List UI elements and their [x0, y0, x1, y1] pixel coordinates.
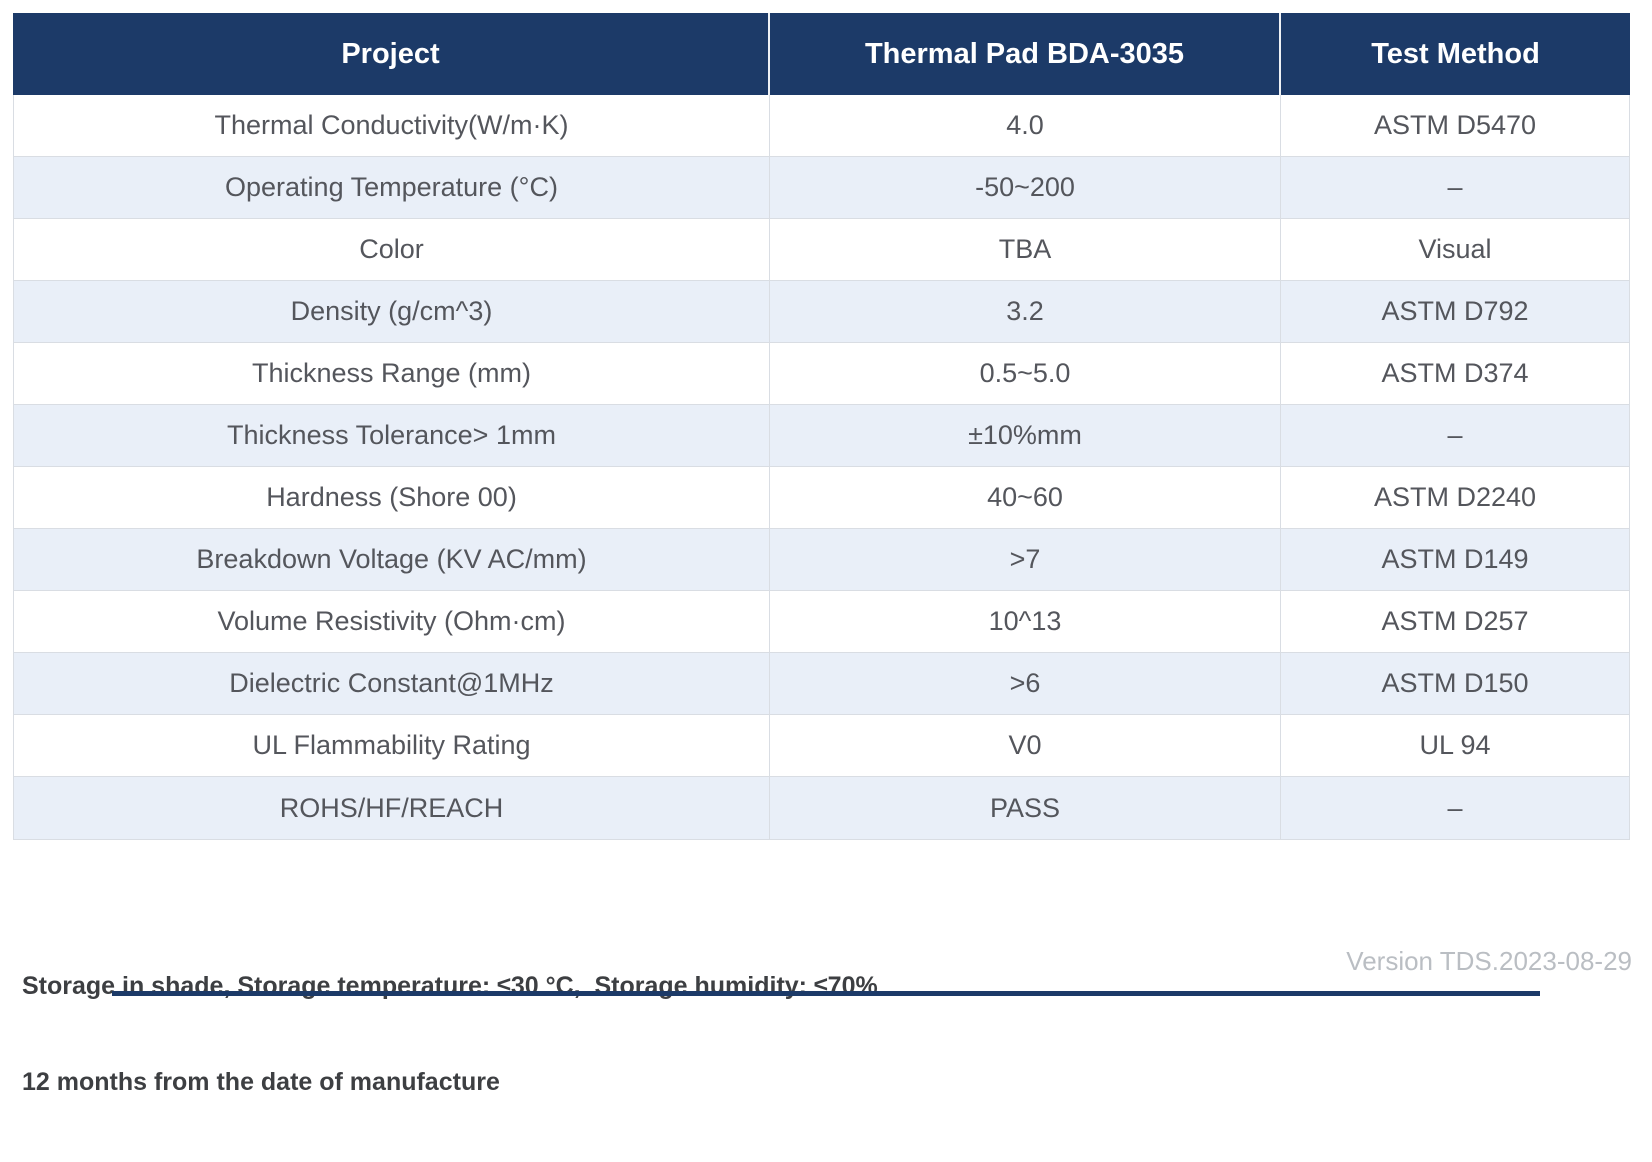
table-cell-project: Density (g/cm^3) [14, 281, 770, 342]
table-cell-value: ±10%mm [770, 405, 1281, 466]
table-cell-method: ASTM D2240 [1373, 482, 1537, 512]
table-cell-value: >6 [770, 653, 1281, 714]
table-cell-project: UL Flammability Rating [14, 715, 770, 776]
table-cell-project: Thickness Tolerance> 1mm [14, 405, 770, 466]
table-cell-method: ASTM D374 [1381, 358, 1529, 388]
table-cell-project: Volume Resistivity (Ohm·cm) [14, 591, 770, 652]
table-row: Color TBA Visual [14, 219, 1629, 281]
table-cell-method: ASTM D792 [1381, 296, 1529, 326]
storage-note-line1: Storage in shade, Storage temperature: ≤… [22, 972, 878, 1000]
table-cell-method: – [1447, 172, 1463, 202]
spec-table: Project Thermal Pad BDA-3035 Test Method… [13, 13, 1630, 840]
table-cell-method: ASTM D257 [1381, 606, 1529, 636]
storage-note: Storage in shade, Storage temperature: ≤… [22, 906, 878, 1162]
table-row: Thermal Conductivity(W/m·K) 4.0 ASTM D5470 [14, 95, 1629, 157]
table-cell-project: Dielectric Constant@1MHz [14, 653, 770, 714]
table-row: Breakdown Voltage (KV AC/mm) >7 ASTM D149 [14, 529, 1629, 591]
storage-note-line2: 12 months from the date of manufacture [22, 1068, 500, 1096]
column-header-project: Project [13, 13, 770, 95]
table-cell-project: Color [14, 219, 770, 280]
table-row: Hardness (Shore 00) 40~60 ASTM D2240 [14, 467, 1629, 529]
table-cell-method: Visual [1418, 234, 1492, 264]
column-header-test-method: Test Method [1371, 37, 1540, 70]
table-cell-project: Breakdown Voltage (KV AC/mm) [14, 529, 770, 590]
table-row: ROHS/HF/REACH PASS – [14, 777, 1629, 839]
version-label: Version TDS.2023-08-29 [1346, 946, 1632, 976]
datasheet-page: Project Thermal Pad BDA-3035 Test Method… [13, 13, 1632, 1096]
table-cell-project: Hardness (Shore 00) [14, 467, 770, 528]
table-row: Volume Resistivity (Ohm·cm) 10^13 ASTM D25… [14, 591, 1629, 653]
table-row: Density (g/cm^3) 3.2 ASTM D792 [14, 281, 1629, 343]
table-cell-value: TBA [770, 219, 1281, 280]
table-cell-value: >7 [770, 529, 1281, 590]
table-cell-project: Thermal Conductivity(W/m·K) [14, 95, 770, 156]
table-cell-project: ROHS/HF/REACH [14, 777, 770, 839]
table-cell-value: 3.2 [770, 281, 1281, 342]
table-header-row: Project Thermal Pad BDA-3035 Test Method [13, 13, 1630, 95]
table-cell-project: Thickness Range (mm) [14, 343, 770, 404]
table-cell-method: – [1447, 792, 1463, 823]
table-row: Thickness Range (mm) 0.5~5.0 ASTM D374 [14, 343, 1629, 405]
table-cell-project: Operating Temperature (°C) [14, 157, 770, 218]
table-row: Operating Temperature (°C) -50~200 – [14, 157, 1629, 219]
table-cell-value: 40~60 [770, 467, 1281, 528]
table-cell-method: – [1447, 420, 1463, 450]
table-cell-value: -50~200 [770, 157, 1281, 218]
table-body: Thermal Conductivity(W/m·K) 4.0 ASTM D5470… [13, 95, 1630, 840]
table-row: Dielectric Constant@1MHz >6 ASTM D150 [14, 653, 1629, 715]
table-cell-value: V0 [770, 715, 1281, 776]
table-cell-method: UL 94 [1419, 730, 1491, 760]
table-cell-value: PASS [770, 777, 1281, 839]
table-cell-method: ASTM D150 [1381, 668, 1529, 698]
table-cell-value: 4.0 [770, 95, 1281, 156]
table-cell-method: ASTM D149 [1381, 544, 1529, 574]
table-cell-method: ASTM D5470 [1373, 110, 1537, 140]
table-row: UL Flammability Rating V0 UL 94 [14, 715, 1629, 777]
bottom-accent-bar [112, 991, 1540, 996]
column-header-product: Thermal Pad BDA-3035 [770, 13, 1281, 95]
table-cell-value: 10^13 [770, 591, 1281, 652]
table-row: Thickness Tolerance> 1mm ±10%mm – [14, 405, 1629, 467]
table-cell-value: 0.5~5.0 [770, 343, 1281, 404]
